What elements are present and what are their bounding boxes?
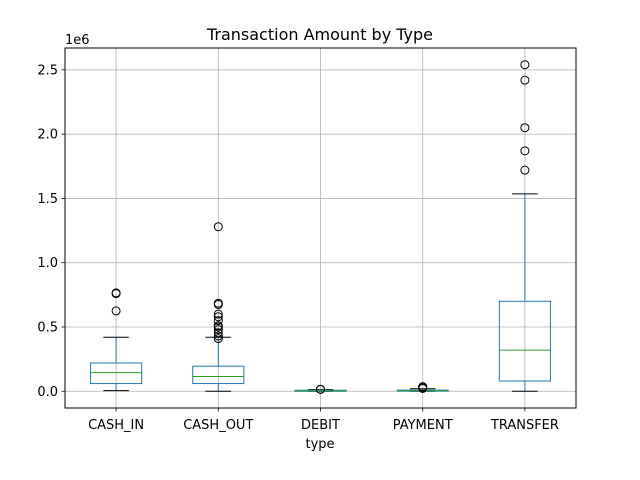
box-debit [294, 384, 347, 394]
y-tick-label: 1.5 [37, 192, 58, 207]
outlier-point [213, 316, 223, 326]
outlier-point [316, 384, 325, 394]
box-cash-out [192, 222, 245, 392]
iqr-box [192, 365, 245, 385]
outlier-point [213, 312, 223, 322]
x-tick-label: DEBIT [301, 418, 340, 433]
outlier-point [111, 306, 121, 316]
x-tick-label: TRANSFER [490, 418, 559, 433]
box-payment [396, 382, 449, 393]
outlier-point [213, 309, 223, 319]
box-transfer [498, 60, 551, 392]
box-cash-in [90, 288, 143, 392]
outlier-point [520, 146, 530, 156]
x-axis-label: type [305, 437, 334, 452]
outlier-point [213, 328, 223, 338]
x-axis-ticks: CASH_IN CASH_OUT DEBIT PAYMENT TRANSFER [88, 408, 559, 433]
outlier-point [213, 331, 223, 341]
outlier-point [213, 222, 223, 232]
chart-title: Transaction Amount by Type [206, 25, 433, 44]
x-tick-label: PAYMENT [393, 418, 453, 433]
outlier-point [213, 321, 223, 331]
y-axis-ticks: 0.0 0.5 1.0 1.5 2.0 2.5 [37, 63, 65, 400]
iqr-box [498, 300, 551, 382]
outlier-point [418, 382, 428, 392]
y-tick-label: 0.0 [37, 385, 58, 400]
outlier-point [520, 123, 530, 133]
y-tick-label: 1.0 [37, 256, 58, 271]
outlier-point [213, 334, 223, 344]
x-tick-label: CASH_OUT [183, 418, 253, 433]
outlier-point [520, 75, 530, 85]
grid-lines [65, 48, 576, 408]
y-axis-offset-label: 1e6 [65, 33, 90, 48]
y-tick-label: 0.5 [37, 321, 58, 336]
y-tick-label: 2.0 [37, 128, 58, 143]
box-plot-series [90, 60, 551, 394]
iqr-box [90, 362, 143, 385]
outlier-point [520, 165, 530, 175]
x-tick-label: CASH_IN [88, 418, 144, 433]
outlier-point [111, 288, 121, 298]
outlier-point [213, 325, 223, 335]
y-tick-label: 2.5 [37, 63, 58, 78]
outlier-point [520, 60, 530, 70]
outlier-point [213, 298, 223, 308]
